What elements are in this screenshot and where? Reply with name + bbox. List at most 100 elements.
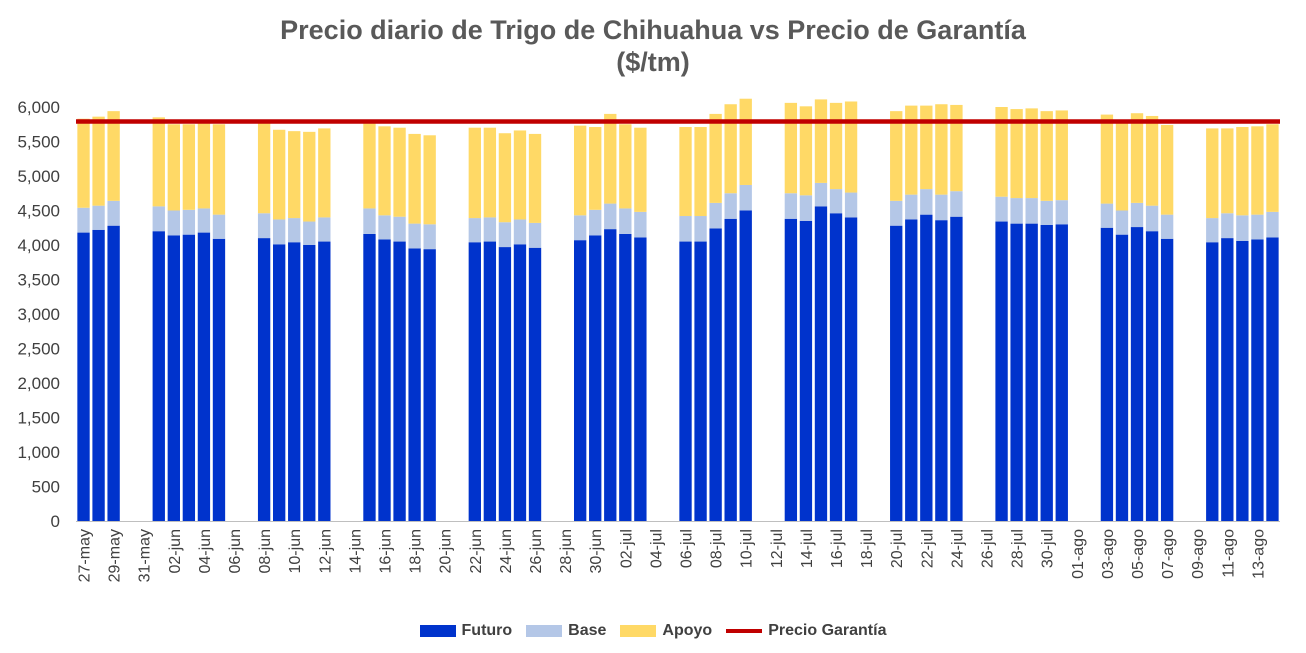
- bar-base: [257, 213, 271, 239]
- bar-futuro: [619, 233, 632, 521]
- x-tick-label: 11-ago: [1220, 529, 1237, 578]
- chart-title: Precio diario de Trigo de Chihuahua vs P…: [280, 15, 1026, 45]
- bar-futuro: [1145, 231, 1159, 521]
- bar-futuro: [197, 232, 211, 521]
- bar-base: [77, 207, 90, 233]
- bar-apoyo: [77, 118, 90, 208]
- bar-base: [619, 208, 632, 234]
- x-tick-label: 14-jun: [347, 529, 364, 573]
- y-tick-label: 1,000: [17, 443, 60, 462]
- bar-apoyo: [1130, 113, 1144, 203]
- x-tick-label: 30-jul: [1040, 529, 1057, 568]
- bar-base: [709, 202, 722, 229]
- bar-apoyo: [152, 117, 165, 207]
- bar-apoyo: [935, 104, 948, 195]
- bar-base: [167, 210, 180, 236]
- y-tick-label: 1,500: [17, 409, 60, 428]
- bar-futuro: [528, 247, 542, 521]
- x-tick-label: 01-ago: [1070, 529, 1087, 579]
- bar-base: [1266, 211, 1279, 238]
- bar-apoyo: [212, 124, 226, 215]
- bar-apoyo: [107, 111, 120, 201]
- x-tick-label: 26-jun: [528, 529, 545, 573]
- bar-futuro: [1266, 237, 1279, 521]
- bar-futuro: [408, 248, 421, 521]
- chart-title-block: Precio diario de Trigo de Chihuahua vs P…: [0, 14, 1306, 78]
- bar-apoyo: [574, 125, 587, 216]
- x-tick-label: 04-jul: [648, 529, 665, 568]
- y-tick-label: 4,000: [17, 236, 60, 255]
- bar-apoyo: [1236, 127, 1249, 216]
- bar-base: [724, 193, 737, 219]
- bar-base: [1130, 202, 1144, 228]
- y-tick-label: 500: [32, 478, 60, 497]
- bar-futuro: [844, 217, 858, 521]
- bar-apoyo: [724, 104, 737, 194]
- bar-apoyo: [589, 127, 602, 210]
- bar-apoyo: [363, 123, 376, 209]
- x-tick-label: 07-ago: [1160, 529, 1177, 579]
- y-tick-label: 3,000: [17, 305, 60, 324]
- x-tick-label: 18-jul: [859, 529, 876, 568]
- bar-base: [1115, 210, 1129, 235]
- bar-apoyo: [694, 127, 707, 217]
- x-tick-label: 22-jun: [468, 529, 485, 573]
- y-tick-label: 0: [51, 512, 60, 531]
- bar-futuro: [1251, 239, 1264, 522]
- bar-base: [844, 192, 858, 218]
- bar-futuro: [1160, 238, 1174, 522]
- bar-futuro: [724, 218, 737, 521]
- bar-base: [468, 218, 481, 243]
- legend-swatch-futuro: [419, 625, 456, 637]
- bar-futuro: [995, 221, 1008, 522]
- bar-apoyo: [92, 116, 105, 206]
- legend-swatch-base: [526, 625, 563, 637]
- x-tick-label: 08-jun: [257, 529, 274, 573]
- legend-label-futuro: Futuro: [461, 622, 513, 639]
- x-tick-label: 12-jun: [317, 529, 334, 573]
- bar-apoyo: [273, 129, 286, 220]
- bar-stacks: [77, 98, 1279, 522]
- bar-base: [1055, 200, 1068, 225]
- x-tick-label: 16-jul: [829, 529, 846, 568]
- bar-futuro: [273, 244, 286, 521]
- x-tick-label: 27-may: [77, 529, 94, 582]
- x-tick-label: 14-jul: [799, 529, 816, 568]
- plot-area: 0 500 1,000 1,500 2,000 2,500 3,000 3,500 4,000 4…: [17, 98, 1280, 582]
- x-tick-label: 03-ago: [1100, 529, 1117, 579]
- y-axis-ticks: 0 500 1,000 1,500 2,000 2,500 3,000 3,500 4,000 4…: [17, 98, 60, 531]
- legend-item-futuro: Futuro: [419, 622, 513, 640]
- bar-apoyo: [393, 127, 406, 217]
- bar-futuro: [1025, 223, 1038, 522]
- legend-item-precio-garantia: Precio Garantía: [726, 622, 886, 640]
- bar-futuro: [182, 234, 196, 521]
- bar-base: [814, 182, 828, 207]
- bar-base: [694, 216, 707, 242]
- bar-apoyo: [784, 102, 798, 194]
- y-tick-label: 6,000: [17, 98, 60, 117]
- bar-apoyo: [1145, 115, 1159, 206]
- bar-futuro: [1206, 242, 1219, 522]
- bar-futuro: [1236, 240, 1249, 522]
- bar-futuro: [634, 237, 647, 521]
- bar-futuro: [829, 213, 843, 521]
- bar-base: [589, 209, 602, 236]
- x-tick-label: 20-jun: [438, 529, 455, 573]
- bar-apoyo: [619, 124, 632, 209]
- x-tick-label: 20-jul: [889, 529, 906, 568]
- legend-label-precio-garantia: Precio Garantía: [768, 622, 887, 639]
- bar-base: [212, 214, 226, 239]
- bar-base: [905, 194, 918, 220]
- bar-futuro: [709, 228, 722, 521]
- bar-base: [890, 200, 903, 226]
- bar-base: [784, 193, 798, 219]
- bar-futuro: [513, 244, 527, 521]
- bar-futuro: [739, 210, 752, 521]
- bar-base: [995, 196, 1008, 222]
- bar-apoyo: [814, 99, 828, 183]
- bar-apoyo: [1206, 128, 1219, 219]
- bar-apoyo: [1025, 108, 1038, 199]
- bar-futuro: [784, 218, 798, 521]
- legend-item-apoyo: Apoyo: [620, 622, 712, 640]
